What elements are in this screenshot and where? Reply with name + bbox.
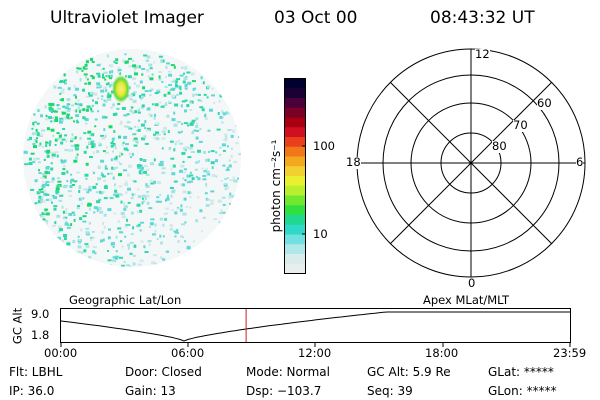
timeline-x-tick-2359: 23:59 xyxy=(553,346,587,360)
timeline-x-tick-1200: 12:00 xyxy=(298,346,332,360)
colorbar-cell xyxy=(284,176,306,187)
timeline-right-caption: Apex MLat/MLT xyxy=(423,293,510,307)
timeline-x-tick-0600: 06:00 xyxy=(171,346,205,360)
colorbar-cell xyxy=(284,156,306,167)
timeline-y-axis-label: GC Alt xyxy=(10,307,25,345)
color-scale-bar xyxy=(284,78,306,274)
observation-time: 08:43:32 UT xyxy=(430,8,535,28)
timeline-x-tick-0000: 00:00 xyxy=(44,346,78,360)
colorbar-cell xyxy=(284,166,306,177)
info-gain: Gain: 13 xyxy=(125,384,176,398)
colorbar-cell xyxy=(284,254,306,265)
colorbar-cell xyxy=(284,205,306,216)
colorbar-cell xyxy=(284,78,306,89)
colorbar-cell xyxy=(284,185,306,196)
polar-grid xyxy=(356,48,586,278)
colorbar-cell xyxy=(284,137,306,148)
info-gc-alt: GC Alt: 5.9 Re xyxy=(367,365,451,379)
colorbar-cell xyxy=(284,98,306,109)
colorbar-tick-10: 10 xyxy=(313,227,328,241)
colorbar-cell xyxy=(284,263,306,274)
timeline-y-tick-min: 1.8 xyxy=(31,328,50,342)
mlt-label-12: 12 xyxy=(475,47,490,61)
mlat-label-80: 80 xyxy=(492,139,507,153)
colorbar-cell xyxy=(284,234,306,245)
info-mode: Mode: Normal xyxy=(246,365,330,379)
mlat-label-60: 60 xyxy=(537,96,552,110)
colorbar-cell xyxy=(284,146,306,157)
mlt-label-6: 6 xyxy=(576,155,584,169)
instrument-title: Ultraviolet Imager xyxy=(50,8,204,28)
info-glat: GLat: ***** xyxy=(488,365,554,379)
aurora-bright-spot xyxy=(112,75,130,103)
timeline-y-tick-max: 9.0 xyxy=(31,307,50,321)
info-glon: GLon: ***** xyxy=(488,384,557,398)
colorbar-tick-100: 100 xyxy=(313,139,335,153)
colorbar-cell xyxy=(284,215,306,226)
uv-image-disk xyxy=(23,49,241,267)
timeline-left-caption: Geographic Lat/Lon xyxy=(69,293,182,307)
info-door: Door: Closed xyxy=(125,365,202,379)
mlt-label-18: 18 xyxy=(346,155,361,169)
colorbar-cell xyxy=(284,244,306,255)
info-dsp: Dsp: −103.7 xyxy=(246,384,322,398)
colorbar-cell xyxy=(284,117,306,128)
colorbar-cell xyxy=(284,127,306,138)
info-ip: IP: 36.0 xyxy=(9,384,55,398)
colorbar-cell xyxy=(284,107,306,118)
timeline-x-tick-1800: 18:00 xyxy=(425,346,459,360)
colorbar-unit-label: photon cm⁻²s⁻¹ xyxy=(269,139,283,233)
colorbar-cell xyxy=(284,195,306,206)
altitude-timeline xyxy=(60,308,571,347)
mlat-label-70: 70 xyxy=(513,118,528,132)
colorbar-cell xyxy=(284,224,306,235)
observation-date: 03 Oct 00 xyxy=(274,8,358,28)
mlt-label-0: 0 xyxy=(468,276,476,290)
info-filter: Flt: LBHL xyxy=(9,365,63,379)
colorbar-cell xyxy=(284,88,306,99)
info-seq: Seq: 39 xyxy=(367,384,413,398)
